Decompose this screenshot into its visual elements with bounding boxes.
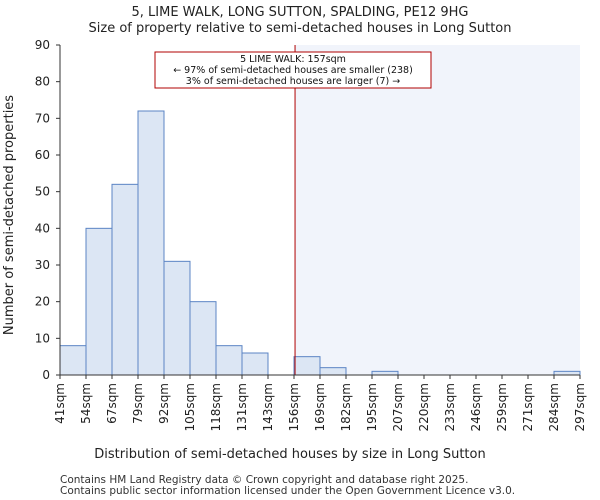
x-ticks: 41sqm 54sqm 67sqm 79sqm 92sqm 105sqm 118sqm 131…: [53, 375, 587, 431]
y-ticks: 0 10 20 30 40 50 60 70 80 90: [35, 38, 60, 382]
y-tick-label: 40: [35, 221, 50, 235]
x-tick-label: 246sqm: [469, 383, 483, 431]
x-tick-label: 233sqm: [443, 383, 457, 431]
annotation-line1: 5 LIME WALK: 157sqm: [240, 54, 346, 65]
chart-title-line2: Size of property relative to semi-detach…: [89, 21, 512, 36]
x-tick-label: 207sqm: [391, 383, 405, 431]
x-tick-label: 118sqm: [209, 383, 223, 431]
x-tick-label: 182sqm: [339, 383, 353, 431]
x-axis-label: Distribution of semi-detached houses by …: [94, 447, 485, 462]
x-tick-label: 220sqm: [417, 383, 431, 431]
x-tick-label: 271sqm: [521, 383, 535, 431]
x-tick-label: 54sqm: [79, 383, 93, 424]
larger-properties-region: [295, 45, 580, 375]
y-tick-label: 60: [35, 148, 50, 162]
histogram-bar: [293, 356, 321, 376]
y-tick-label: 0: [42, 368, 50, 382]
histogram-bar: [85, 227, 113, 376]
y-tick-label: 30: [35, 258, 50, 272]
histogram-bar: [241, 352, 269, 376]
x-tick-label: 169sqm: [313, 383, 327, 431]
histogram-bar: [137, 110, 165, 376]
histogram-bar: [215, 345, 243, 376]
histogram-bar: [59, 345, 87, 376]
x-tick-label: 67sqm: [105, 383, 119, 424]
x-tick-label: 259sqm: [495, 383, 509, 431]
y-tick-label: 70: [35, 111, 50, 125]
x-tick-label: 156sqm: [287, 383, 301, 431]
footer-line2: Contains public sector information licen…: [60, 485, 515, 497]
histogram-bar: [553, 370, 581, 376]
x-tick-label: 92sqm: [157, 383, 171, 424]
y-tick-label: 50: [35, 185, 50, 199]
footer-line1: Contains HM Land Registry data © Crown c…: [60, 474, 468, 486]
annotation-line2: ← 97% of semi-detached houses are smalle…: [173, 65, 413, 76]
x-tick-label: 79sqm: [131, 383, 145, 424]
histogram-bar: [163, 260, 191, 376]
y-tick-label: 80: [35, 75, 50, 89]
histogram-bar: [189, 301, 217, 376]
histogram-bar: [319, 367, 347, 376]
y-tick-label: 90: [35, 38, 50, 52]
y-tick-label: 20: [35, 295, 50, 309]
y-tick-label: 10: [35, 331, 50, 345]
annotation-line3: 3% of semi-detached houses are larger (7…: [186, 76, 400, 87]
x-tick-label: 284sqm: [547, 383, 561, 431]
x-tick-label: 195sqm: [365, 383, 379, 431]
x-tick-label: 41sqm: [53, 383, 67, 424]
property-annotation: 5 LIME WALK: 157sqm ← 97% of semi-detach…: [154, 51, 432, 89]
annotation-box: [154, 51, 432, 89]
x-tick-label: 297sqm: [573, 383, 587, 431]
y-axis-label: Number of semi-detached properties: [2, 95, 17, 335]
bars: [59, 110, 581, 376]
x-tick-label: 105sqm: [183, 383, 197, 431]
histogram-bar: [111, 183, 139, 376]
x-tick-label: 143sqm: [261, 383, 275, 431]
histogram-bar: [371, 370, 399, 376]
chart-title-line1: 5, LIME WALK, LONG SUTTON, SPALDING, PE1…: [132, 5, 469, 20]
x-tick-label: 131sqm: [235, 383, 249, 431]
